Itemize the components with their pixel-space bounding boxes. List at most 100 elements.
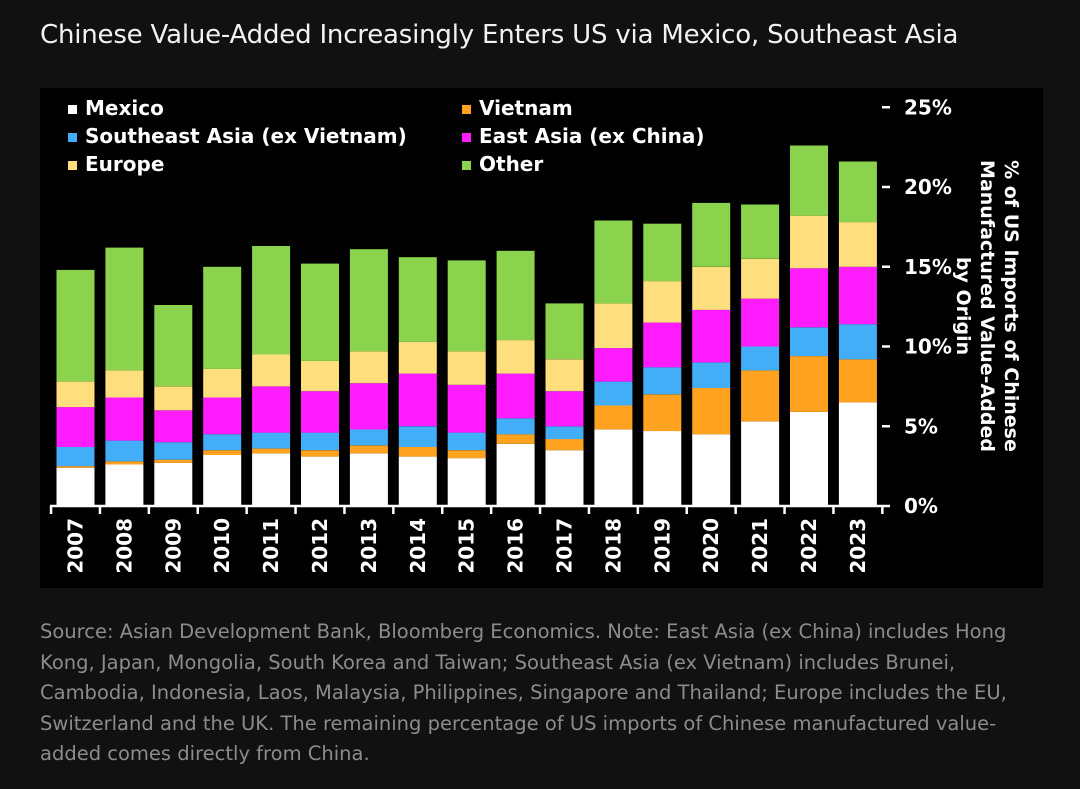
bar-other-2012: [301, 263, 339, 361]
bar-mexico-2016: [496, 443, 535, 506]
bar-mexico-2018: [594, 429, 633, 506]
bar-east-asia-ex-china-2020: [692, 309, 731, 363]
bar-other-2017: [545, 303, 584, 360]
bar-vietnam-2022: [790, 356, 828, 412]
bar-other-2022: [790, 145, 828, 216]
bar-europe-2007: [56, 381, 95, 408]
chart-panel: 2007 2008 2009 2010 2011 2012 2013 2014 2015 2016…: [40, 88, 1043, 588]
legend-swatch-southeast-asia-ex-vietnam: [68, 133, 77, 142]
bar-europe-2022: [790, 215, 828, 269]
bar-mexico-2013: [349, 453, 388, 506]
bar-other-2007: [56, 269, 95, 382]
x-tick-label: 2017: [553, 518, 577, 574]
bar-southeast-asia-ex-vietnam-2017: [545, 426, 584, 440]
bar-other-2009: [154, 305, 193, 387]
y-tick-label: 20%: [904, 175, 952, 199]
bar-mexico-2012: [301, 456, 339, 506]
bar-other-2021: [741, 204, 780, 259]
x-tick-label: 2008: [112, 518, 136, 574]
y-tick-label: 5%: [904, 414, 938, 438]
bar-other-2010: [203, 266, 242, 369]
bar-southeast-asia-ex-vietnam-2012: [301, 432, 339, 451]
bar-southeast-asia-ex-vietnam-2010: [203, 434, 242, 451]
stacked-bar-chart: 2007 2008 2009 2010 2011 2012 2013 2014 2015 2016…: [49, 95, 1022, 574]
x-tick-label: 2016: [504, 518, 528, 574]
x-tick-label: 2022: [797, 518, 821, 574]
bars-layer: [56, 145, 877, 506]
bar-vietnam-2007: [56, 466, 95, 468]
bar-southeast-asia-ex-vietnam-2021: [741, 346, 780, 371]
bar-vietnam-2011: [252, 448, 291, 454]
bar-east-asia-ex-china-2017: [545, 391, 584, 427]
x-tick-label: 2021: [748, 518, 772, 574]
bar-other-2020: [692, 202, 731, 267]
bar-mexico-2019: [643, 431, 682, 506]
bar-vietnam-2010: [203, 450, 242, 455]
bar-southeast-asia-ex-vietnam-2019: [643, 367, 682, 395]
bar-other-2013: [349, 249, 388, 352]
y-tick-label: 0%: [904, 494, 938, 518]
bar-vietnam-2014: [398, 447, 437, 457]
bar-europe-2014: [398, 341, 437, 374]
bar-other-2018: [594, 220, 633, 304]
bar-east-asia-ex-china-2019: [643, 322, 682, 368]
source-note: Source: Asian Development Bank, Bloomber…: [40, 620, 1007, 765]
bar-east-asia-ex-china-2016: [496, 373, 535, 419]
bar-southeast-asia-ex-vietnam-2007: [56, 447, 95, 467]
bar-east-asia-ex-china-2014: [398, 373, 437, 427]
bar-southeast-asia-ex-vietnam-2016: [496, 418, 535, 435]
bar-southeast-asia-ex-vietnam-2023: [838, 324, 877, 360]
bar-mexico-2020: [692, 434, 731, 506]
bar-mexico-2014: [398, 456, 437, 506]
x-tick-label: 2007: [64, 518, 88, 574]
bar-east-asia-ex-china-2013: [349, 383, 388, 430]
bar-vietnam-2013: [349, 445, 388, 454]
bar-mexico-2007: [56, 467, 95, 506]
bar-east-asia-ex-china-2012: [301, 391, 339, 433]
bar-europe-2016: [496, 340, 535, 374]
bar-mexico-2023: [838, 402, 877, 506]
y-tick-label: 25%: [904, 95, 952, 119]
bar-europe-2011: [252, 354, 291, 387]
bar-vietnam-2015: [447, 450, 486, 459]
chart-title: Chinese Value-Added Increasingly Enters …: [40, 20, 959, 50]
legend-label-other: Other: [479, 152, 543, 176]
bar-mexico-2021: [741, 421, 780, 506]
x-tick-label: 2013: [357, 518, 381, 574]
bar-other-2008: [105, 247, 144, 371]
x-tick-label: 2011: [259, 518, 283, 574]
bar-mexico-2008: [105, 464, 144, 506]
x-tick-label: 2014: [406, 518, 430, 574]
bar-europe-2008: [105, 370, 144, 398]
bar-southeast-asia-ex-vietnam-2008: [105, 440, 144, 462]
legend-swatch-east-asia-ex-china: [462, 133, 471, 142]
bar-mexico-2015: [447, 458, 486, 506]
x-tick-label: 2020: [699, 518, 723, 574]
bar-southeast-asia-ex-vietnam-2015: [447, 432, 486, 451]
bar-europe-2023: [838, 222, 877, 267]
bar-vietnam-2012: [301, 450, 339, 457]
bar-europe-2019: [643, 281, 682, 323]
bar-mexico-2017: [545, 450, 584, 506]
bar-other-2015: [447, 260, 486, 352]
x-tick-label: 2012: [308, 518, 332, 574]
bar-vietnam-2016: [496, 434, 535, 444]
bar-vietnam-2021: [741, 370, 780, 422]
x-axis: 2007 2008 2009 2010 2011 2012 2013 2014 2015 2016…: [49, 504, 884, 574]
legend-label-east-asia-ex-china: East Asia (ex China): [479, 124, 705, 148]
bar-east-asia-ex-china-2009: [154, 410, 193, 443]
bar-southeast-asia-ex-vietnam-2018: [594, 381, 633, 406]
bar-europe-2018: [594, 303, 633, 349]
legend-label-southeast-asia-ex-vietnam: Southeast Asia (ex Vietnam): [85, 124, 407, 148]
bar-mexico-2011: [252, 453, 291, 506]
x-tick-label: 2018: [601, 518, 625, 574]
y-axis-label-line: by Origin: [952, 257, 974, 355]
bar-southeast-asia-ex-vietnam-2020: [692, 362, 731, 388]
y-tick-label: 10%: [904, 335, 952, 359]
bar-east-asia-ex-china-2022: [790, 268, 828, 328]
bar-east-asia-ex-china-2011: [252, 386, 291, 433]
bar-southeast-asia-ex-vietnam-2011: [252, 432, 291, 449]
bar-europe-2010: [203, 368, 242, 398]
bar-other-2019: [643, 223, 682, 282]
